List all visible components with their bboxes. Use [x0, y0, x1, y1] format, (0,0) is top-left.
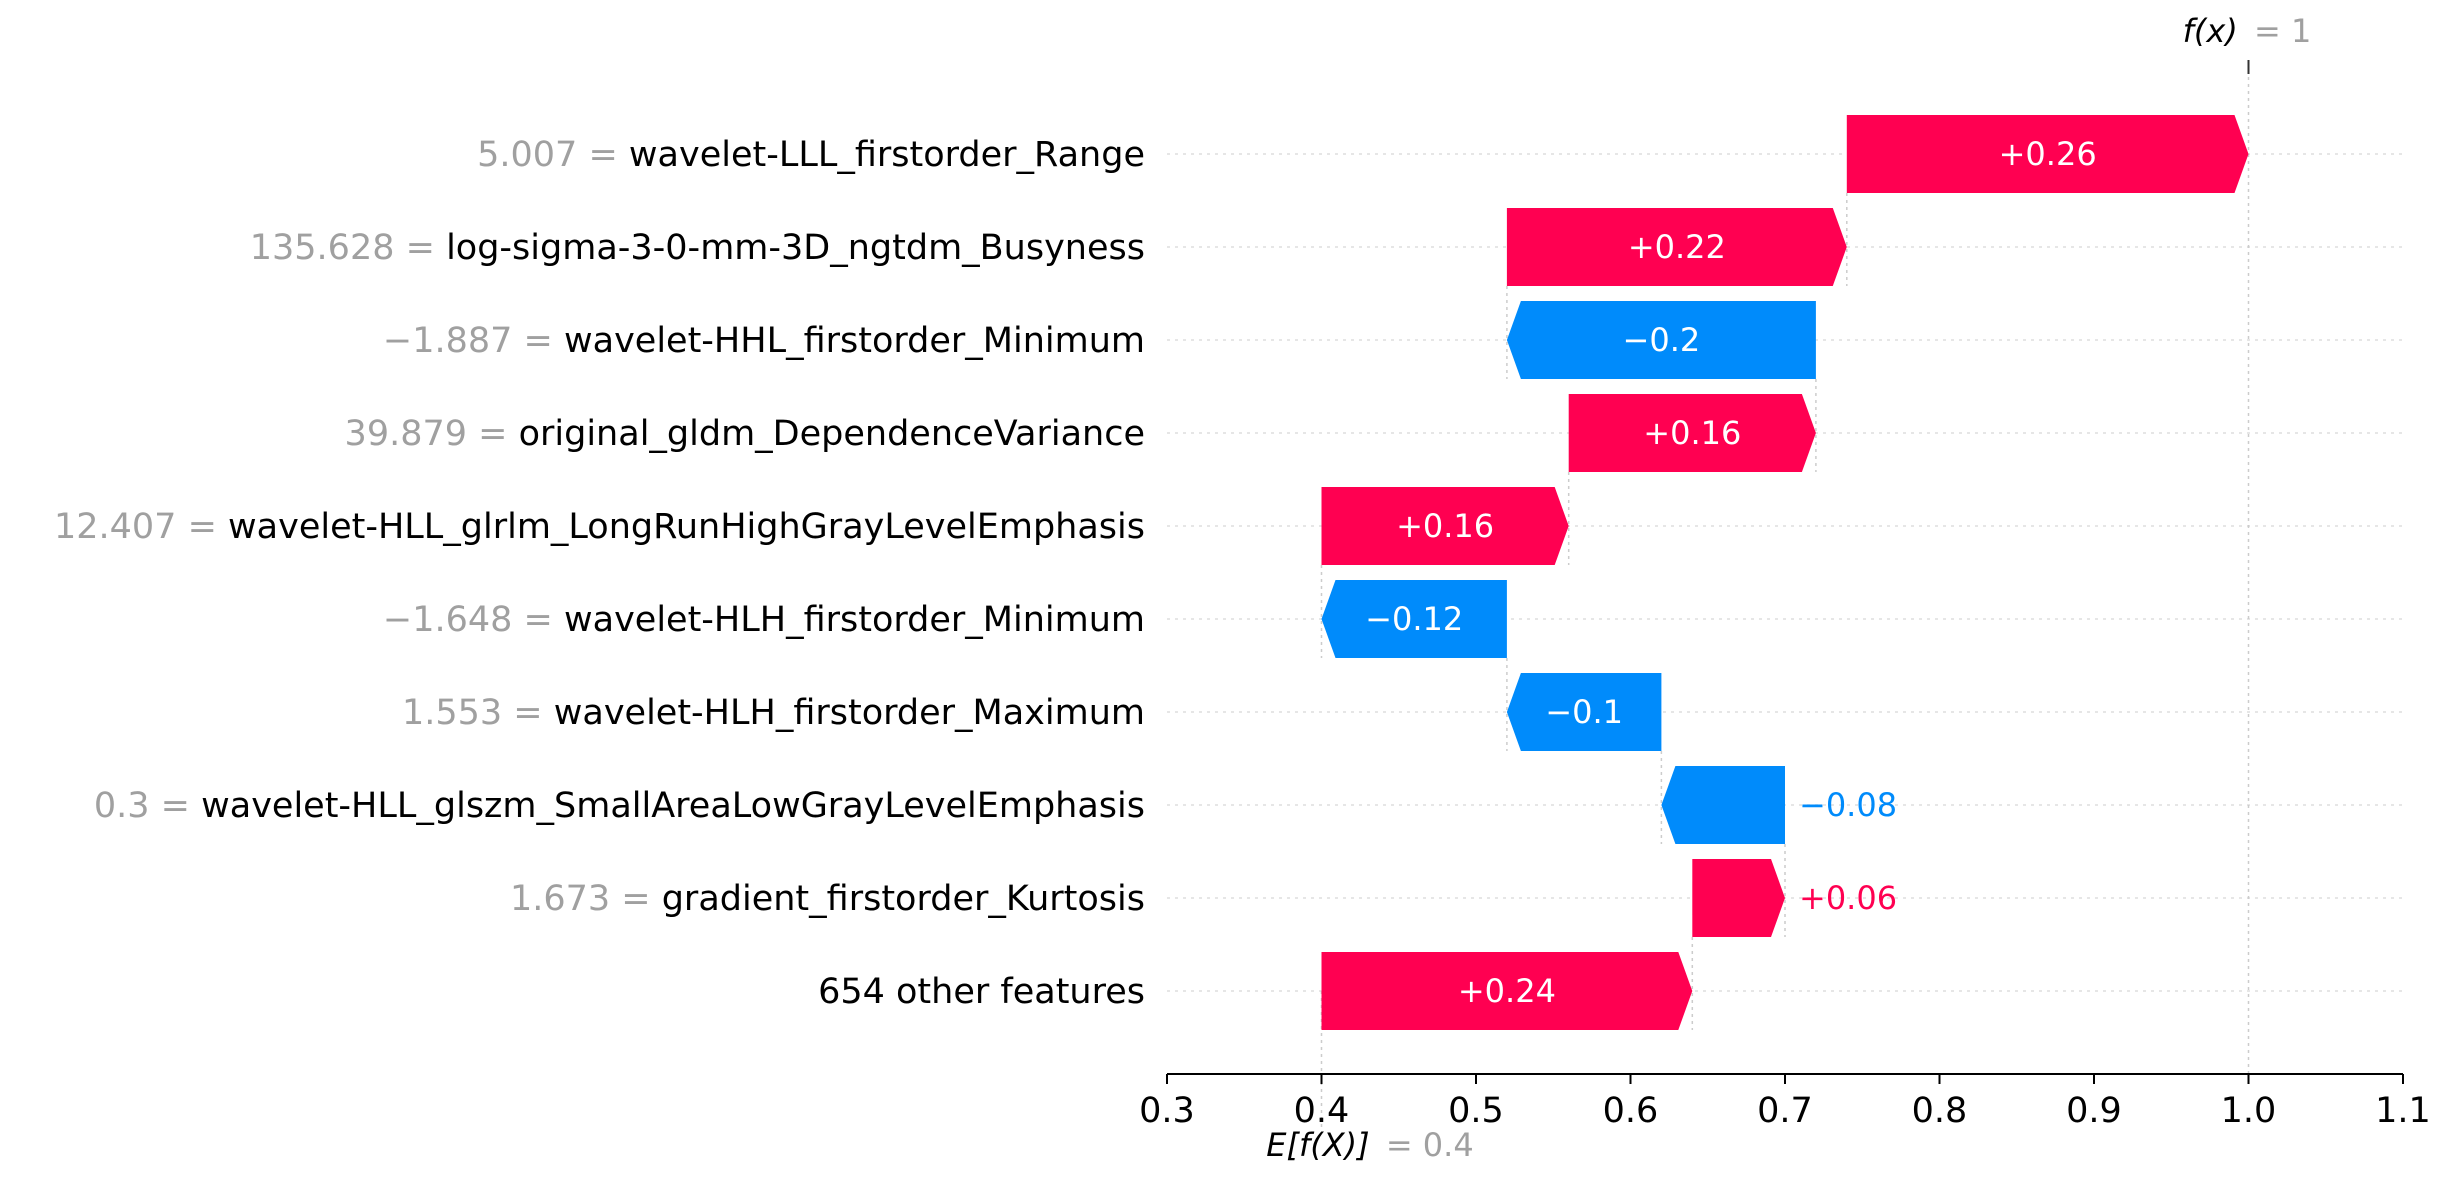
x-tick-label: 0.9 — [2066, 1091, 2122, 1131]
base-label-prefix: E[f(X)] — [1266, 1126, 1369, 1164]
positive-bar — [1692, 859, 1785, 937]
feature-label: 135.628 = log-sigma-3-0-mm-3D_ngtdm_Busy… — [250, 228, 1145, 268]
feature-name: gradient_firstorder_Kurtosis — [662, 879, 1145, 919]
contribution-label: +0.16 — [1643, 414, 1741, 452]
contribution-label: +0.24 — [1458, 972, 1556, 1010]
positive-bar — [1846, 115, 2249, 193]
feature-name: original_gldm_DependenceVariance — [519, 414, 1145, 454]
negative-bar — [1661, 766, 1785, 844]
feature-name: wavelet-HLL_glrlm_LongRunHighGrayLevelEm… — [228, 507, 1145, 547]
feature-label: 654 other features — [818, 972, 1145, 1012]
output-label-prefix: f(x) — [2183, 12, 2238, 50]
x-tick-label: 0.5 — [1448, 1091, 1504, 1131]
x-tick-label: 0.8 — [1912, 1091, 1968, 1131]
contribution-label: +0.26 — [1999, 135, 2097, 173]
feature-value: 1.673 = — [510, 879, 662, 919]
contribution-label: −0.12 — [1365, 600, 1463, 638]
feature-name: wavelet-HLL_glszm_SmallAreaLowGrayLevelE… — [201, 786, 1145, 826]
output-label-value: = 1 — [2254, 12, 2311, 50]
feature-name: 654 other features — [818, 972, 1145, 1012]
feature-value: 39.879 = — [345, 414, 519, 454]
feature-label: 39.879 = original_gldm_DependenceVarianc… — [345, 414, 1145, 454]
feature-value: −1.887 = — [383, 321, 564, 361]
feature-name: wavelet-LLL_firstorder_Range — [629, 135, 1145, 175]
feature-value: 135.628 = — [250, 228, 446, 268]
contribution-label: −0.1 — [1545, 693, 1623, 731]
negative-bar — [1321, 580, 1507, 658]
contribution-label: −0.08 — [1799, 786, 1897, 824]
x-tick-label: 0.4 — [1294, 1091, 1350, 1131]
contribution-label: +0.16 — [1396, 507, 1494, 545]
x-tick-label: 1.1 — [2375, 1091, 2431, 1131]
positive-bar — [1506, 208, 1847, 286]
feature-label: 1.673 = gradient_firstorder_Kurtosis — [510, 879, 1145, 919]
positive-bar — [1321, 487, 1569, 565]
base-label-value: = 0.4 — [1386, 1126, 1474, 1164]
positive-bar — [1321, 952, 1693, 1030]
negative-bar — [1506, 673, 1662, 751]
negative-bar — [1506, 301, 1816, 379]
contribution-bars: +0.26 +0.22 −0.2 +0.16 +0.16 −0.12 −0.1 −0.08 +0… — [1321, 115, 2249, 1030]
feature-label: −1.648 = wavelet-HLH_firstorder_Minimum — [383, 600, 1145, 640]
contribution-label: +0.06 — [1799, 879, 1897, 917]
feature-label: 5.007 = wavelet-LLL_firstorder_Range — [477, 135, 1145, 175]
x-axis: 0.3 0.4 0.5 0.6 0.7 0.8 0.9 1.0 1.1 — [1139, 1073, 2431, 1131]
feature-name: wavelet-HLH_firstorder_Minimum — [564, 600, 1145, 640]
feature-label: 1.553 = wavelet-HLH_firstorder_Maximum — [402, 693, 1145, 733]
feature-label: −1.887 = wavelet-HHL_firstorder_Minimum — [383, 321, 1145, 361]
feature-name: log-sigma-3-0-mm-3D_ngtdm_Busyness — [446, 228, 1145, 268]
feature-labels: 5.007 = wavelet-LLL_firstorder_Range 135.… — [54, 135, 1145, 1012]
feature-label: 0.3 = wavelet-HLL_glszm_SmallAreaLowGray… — [94, 786, 1145, 826]
x-tick-label: 1.0 — [2221, 1091, 2277, 1131]
x-tick-label: 0.3 — [1139, 1091, 1195, 1131]
feature-value: 0.3 = — [94, 786, 201, 826]
output-value-label: f(x) = 1 — [2183, 12, 2312, 50]
contribution-label: +0.22 — [1628, 228, 1726, 266]
base-value-label: E[f(X)] = 0.4 — [1266, 1126, 1473, 1164]
feature-name: wavelet-HHL_firstorder_Minimum — [564, 321, 1145, 361]
feature-value: 5.007 = — [477, 135, 629, 175]
feature-value: 12.407 = — [54, 507, 228, 547]
feature-name: wavelet-HLH_firstorder_Maximum — [554, 693, 1145, 733]
x-tick-label: 0.7 — [1757, 1091, 1813, 1131]
feature-value: −1.648 = — [383, 600, 564, 640]
positive-bar — [1568, 394, 1816, 472]
x-tick-label: 0.6 — [1603, 1091, 1659, 1131]
feature-label: 12.407 = wavelet-HLL_glrlm_LongRunHighGr… — [54, 507, 1145, 547]
contribution-label: −0.2 — [1623, 321, 1701, 359]
feature-value: 1.553 = — [402, 693, 554, 733]
